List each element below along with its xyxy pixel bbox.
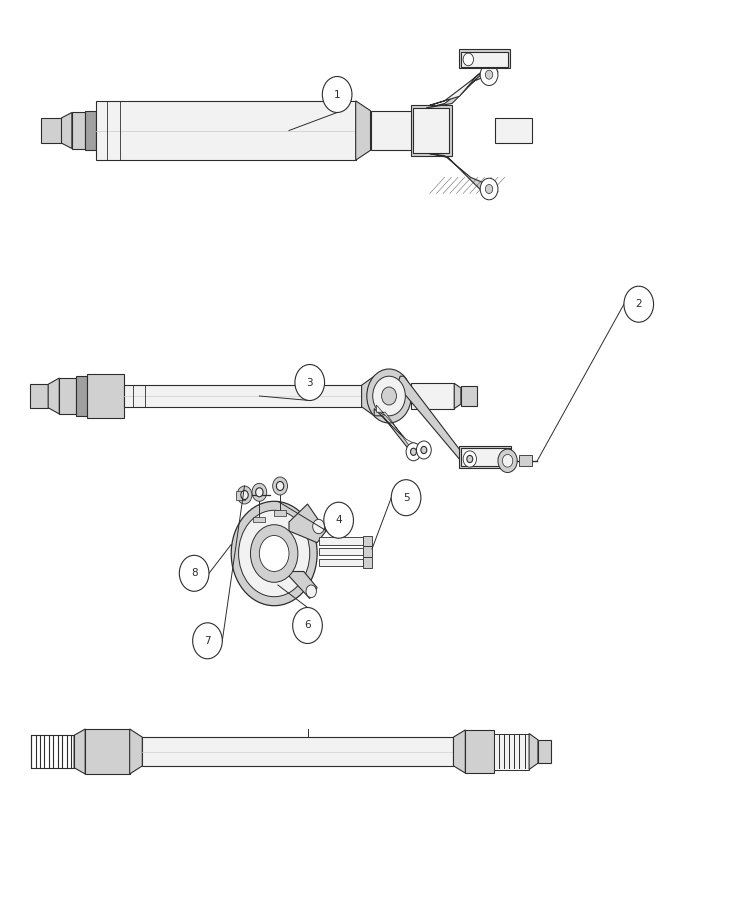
Circle shape (179, 555, 209, 591)
Polygon shape (430, 69, 485, 105)
Bar (96, 101, 356, 160)
Text: 8: 8 (191, 568, 197, 579)
Bar (494, 734, 529, 770)
Polygon shape (62, 112, 72, 148)
Polygon shape (356, 101, 370, 160)
Bar (85, 111, 96, 150)
Bar (495, 118, 532, 143)
Circle shape (231, 501, 317, 606)
Polygon shape (374, 409, 419, 457)
Polygon shape (453, 730, 465, 773)
Bar (124, 385, 362, 407)
Circle shape (411, 448, 416, 455)
Bar (363, 536, 372, 546)
Circle shape (463, 451, 476, 467)
Bar (76, 376, 87, 416)
Bar (142, 737, 453, 766)
Circle shape (624, 286, 654, 322)
Circle shape (406, 443, 421, 461)
Bar (72, 112, 85, 148)
Bar (461, 448, 510, 466)
Polygon shape (74, 729, 85, 774)
Circle shape (306, 585, 316, 598)
Text: 5: 5 (403, 492, 409, 503)
Bar (274, 510, 286, 516)
Polygon shape (426, 153, 498, 198)
Bar (370, 111, 415, 150)
Polygon shape (454, 383, 461, 409)
Circle shape (276, 482, 284, 490)
Bar (538, 740, 551, 763)
Circle shape (237, 486, 252, 504)
Circle shape (259, 536, 289, 572)
Circle shape (463, 53, 473, 66)
Polygon shape (289, 504, 326, 543)
Bar (422, 116, 441, 145)
Circle shape (193, 623, 222, 659)
Circle shape (252, 483, 267, 501)
Text: 1: 1 (334, 89, 340, 100)
Polygon shape (415, 111, 422, 150)
Circle shape (373, 376, 405, 416)
Bar (519, 455, 532, 466)
Circle shape (293, 608, 322, 643)
Circle shape (382, 387, 396, 405)
Bar (59, 378, 76, 414)
Bar (30, 384, 48, 408)
Circle shape (273, 477, 288, 495)
Circle shape (239, 510, 310, 597)
Bar (413, 108, 449, 153)
Circle shape (485, 70, 493, 79)
Polygon shape (376, 405, 416, 452)
Polygon shape (48, 378, 59, 414)
Text: 6: 6 (305, 620, 310, 631)
Bar (85, 729, 130, 774)
Bar (411, 105, 452, 156)
Bar (319, 559, 363, 566)
Circle shape (250, 525, 298, 582)
Bar (236, 491, 245, 500)
Circle shape (485, 184, 493, 194)
Polygon shape (362, 376, 374, 416)
Polygon shape (397, 376, 474, 466)
Circle shape (324, 502, 353, 538)
Bar (461, 52, 508, 67)
Bar (319, 548, 363, 555)
Bar (87, 374, 124, 418)
Circle shape (467, 455, 473, 463)
Text: 3: 3 (307, 377, 313, 388)
Bar (41, 118, 62, 143)
Circle shape (313, 519, 325, 534)
Circle shape (502, 454, 513, 467)
Bar (459, 446, 511, 468)
Polygon shape (130, 729, 142, 774)
Bar (31, 735, 74, 768)
Circle shape (256, 488, 263, 497)
Bar (465, 730, 494, 773)
Polygon shape (529, 734, 538, 770)
Circle shape (498, 449, 517, 473)
Bar (411, 383, 454, 409)
Bar (319, 537, 363, 544)
Polygon shape (289, 572, 317, 598)
Circle shape (295, 364, 325, 400)
Bar (459, 50, 510, 68)
Circle shape (322, 76, 352, 112)
Circle shape (480, 64, 498, 86)
Bar (461, 386, 477, 406)
Bar (363, 557, 372, 568)
Circle shape (241, 491, 248, 500)
Circle shape (421, 446, 427, 454)
Text: 7: 7 (205, 635, 210, 646)
Text: 4: 4 (336, 515, 342, 526)
Circle shape (416, 441, 431, 459)
Text: 2: 2 (636, 299, 642, 310)
Circle shape (480, 178, 498, 200)
Circle shape (367, 369, 411, 423)
Bar (363, 546, 372, 557)
Polygon shape (426, 63, 498, 108)
Circle shape (391, 480, 421, 516)
Bar (253, 517, 265, 522)
